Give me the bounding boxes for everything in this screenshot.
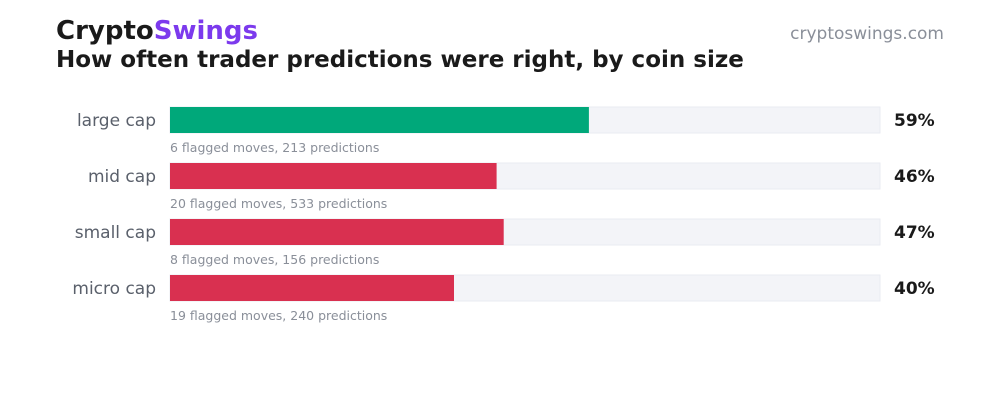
value-label: 40% bbox=[894, 279, 935, 299]
brand-name-part1: Crypto bbox=[56, 16, 154, 46]
bar-note: 19 flagged moves, 240 predictions bbox=[170, 308, 387, 323]
bar-note: 6 flagged moves, 213 predictions bbox=[170, 140, 379, 155]
category-label: large cap bbox=[77, 111, 156, 131]
bar-note: 20 flagged moves, 533 predictions bbox=[170, 196, 387, 211]
value-label: 47% bbox=[894, 223, 935, 243]
value-label: 46% bbox=[894, 167, 935, 187]
bar-mid-cap bbox=[170, 163, 497, 189]
category-label: small cap bbox=[75, 223, 156, 243]
brand-logo: CryptoSwings bbox=[56, 14, 258, 48]
category-label: mid cap bbox=[88, 167, 156, 187]
bar-small-cap bbox=[170, 219, 504, 245]
brand-name-part2: Swings bbox=[153, 16, 259, 46]
bar-micro-cap bbox=[170, 275, 454, 301]
bar-note: 8 flagged moves, 156 predictions bbox=[170, 252, 379, 267]
bar-large-cap bbox=[170, 107, 589, 133]
site-url: cryptoswings.com bbox=[790, 24, 944, 44]
value-label: 59% bbox=[894, 111, 935, 131]
category-label: micro cap bbox=[72, 279, 156, 299]
chart-title: How often trader predictions were right,… bbox=[56, 47, 744, 73]
